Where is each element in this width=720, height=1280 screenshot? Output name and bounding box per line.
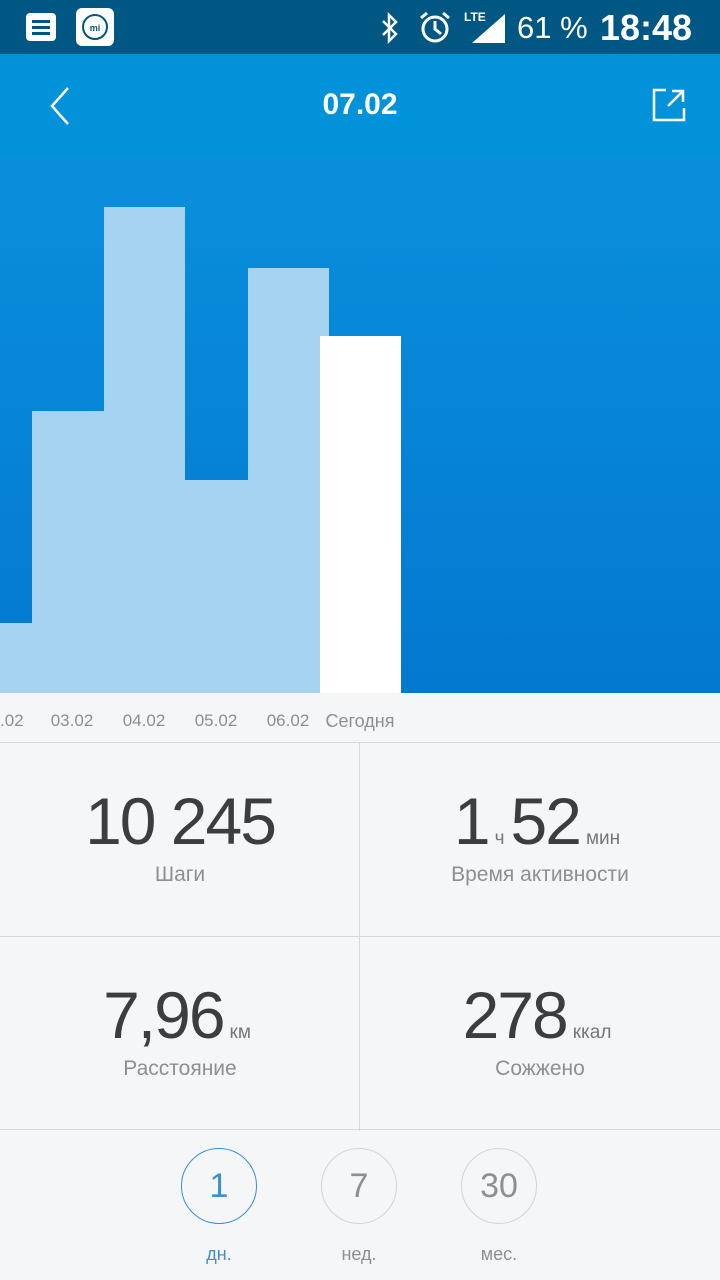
calories-caption: Сожжено <box>495 1057 585 1080</box>
stats-grid: 10 245 Шаги 1 ч52 мин Время активности 7,9… <box>0 742 720 1131</box>
x-tick-label: 03.02 <box>50 711 94 730</box>
period-month-label: мес. <box>480 1244 518 1264</box>
bar[interactable] <box>103 206 185 693</box>
calories-unit: ккал <box>572 1022 612 1043</box>
bar-today[interactable] <box>319 336 401 693</box>
x-tick-label: 04.02 <box>122 711 166 730</box>
share-icon[interactable] <box>648 84 690 126</box>
chart-x-axis: .02 03.02 04.02 05.02 06.02 Сегодня <box>0 693 720 743</box>
stat-calories: 278 ккал Сожжено <box>360 937 720 1131</box>
status-bar: mi LTE 61 % 18:48 <box>0 0 720 54</box>
divider <box>359 743 360 1131</box>
stat-steps: 10 245 Шаги <box>0 743 360 937</box>
chevron-left-icon[interactable] <box>40 84 80 128</box>
distance-unit: км <box>229 1022 251 1043</box>
period-month-button[interactable]: 30 <box>461 1148 537 1224</box>
clock: 18:48 <box>600 7 693 48</box>
x-tick-label: 05.02 <box>194 711 238 730</box>
steps-caption: Шаги <box>154 863 206 886</box>
alarm-icon <box>420 11 450 43</box>
app-header: 07.02 <box>0 54 720 157</box>
mi-fit-icon: mi <box>76 8 114 46</box>
bar[interactable] <box>175 480 257 693</box>
minutes-unit: мин <box>585 828 621 849</box>
period-week-button[interactable]: 7 <box>321 1148 397 1224</box>
svg-text:mi: mi <box>90 23 101 33</box>
active-time-caption: Время активности <box>451 863 629 886</box>
stat-active-time: 1 ч52 мин Время активности <box>360 743 720 937</box>
period-day-label: дн. <box>206 1244 232 1264</box>
bar[interactable] <box>31 410 113 693</box>
bar[interactable] <box>247 267 329 693</box>
network-type: LTE <box>464 10 486 24</box>
calories-value: 278 <box>462 978 569 1052</box>
period-day-button[interactable]: 1 <box>181 1148 257 1224</box>
hours-value: 1 <box>453 784 491 858</box>
signal-icon <box>472 14 505 43</box>
x-tick-label: Сегодня <box>325 711 395 731</box>
distance-value: 7,96 <box>103 978 225 1052</box>
page-title: 07.02 <box>322 88 398 121</box>
period-week-label: нед. <box>341 1244 377 1264</box>
distance-caption: Расстояние <box>123 1057 237 1080</box>
notes-icon <box>26 13 56 41</box>
x-tick-label: .02 <box>0 711 24 730</box>
steps-chart[interactable] <box>0 157 720 693</box>
x-tick-label: 06.02 <box>266 711 310 730</box>
steps-value: 10 245 <box>85 784 277 858</box>
stat-distance: 7,96 км Расстояние <box>0 937 360 1131</box>
bluetooth-icon <box>382 12 398 44</box>
divider <box>0 936 720 937</box>
battery-percent: 61 % <box>517 10 588 45</box>
minutes-value: 52 <box>510 784 582 858</box>
hours-unit: ч <box>494 828 505 849</box>
